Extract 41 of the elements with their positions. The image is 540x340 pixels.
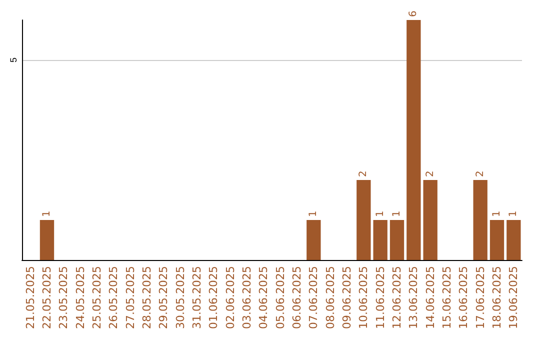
data-label: 1 [508, 210, 520, 218]
x-tick-label: 10.06.2025 [357, 266, 370, 330]
data-label: 1 [392, 210, 402, 218]
x-tick-label: 01.06.2025 [207, 266, 220, 330]
data-label: 1 [492, 210, 502, 218]
x-tick-label: 04.06.2025 [257, 266, 270, 330]
x-tick-label: 31.05.2025 [190, 266, 204, 330]
x-tick-label: 26.05.2025 [107, 266, 120, 330]
data-label: 1 [42, 210, 52, 218]
x-tick-label: 17.06.2025 [474, 266, 487, 330]
x-tick-label: 19.06.2025 [507, 266, 520, 330]
x-tick-label: 11.06.2025 [374, 266, 387, 330]
x-tick-label: 06.06.2025 [290, 266, 304, 330]
data-label: 6 [408, 10, 420, 17]
x-tick-label: 09.06.2025 [340, 266, 354, 330]
y-tick-label: 5 [8, 57, 18, 63]
x-tick-label: 13.06.2025 [407, 266, 420, 330]
data-label: 1 [308, 210, 320, 218]
x-tick-label: 30.05.2025 [174, 266, 187, 330]
data-label: 2 [358, 170, 370, 178]
x-tick-label: 23.05.2025 [57, 266, 70, 330]
x-tick-label: 28.05.2025 [140, 266, 154, 330]
data-label: 2 [424, 170, 436, 178]
x-tick-label: 29.05.2025 [157, 266, 170, 330]
x-tick-label: 02.06.2025 [224, 266, 237, 330]
data-label: 2 [474, 170, 486, 178]
x-tick-label: 16.06.2025 [457, 266, 470, 330]
x-tick-label: 18.06.2025 [490, 266, 504, 330]
x-tick-label: 08.06.2025 [324, 266, 337, 330]
x-tick-label: 14.06.2025 [424, 266, 437, 330]
x-tick-label: 15.06.2025 [440, 266, 454, 330]
x-tick-label: 07.06.2025 [307, 266, 320, 330]
data-label: 1 [374, 210, 386, 218]
x-tick-label: 05.06.2025 [274, 266, 287, 330]
x-tick-label: 22.05.2025 [40, 266, 54, 330]
x-tick-label: 21.05.2025 [24, 266, 37, 330]
x-tick-label: 12.06.2025 [390, 266, 404, 330]
x-tick-label: 24.05.2025 [74, 266, 87, 330]
x-tick-label: 25.05.2025 [90, 266, 104, 330]
x-tick-label: 27.05.2025 [124, 266, 137, 330]
x-tick-label: 03.06.2025 [240, 266, 254, 330]
